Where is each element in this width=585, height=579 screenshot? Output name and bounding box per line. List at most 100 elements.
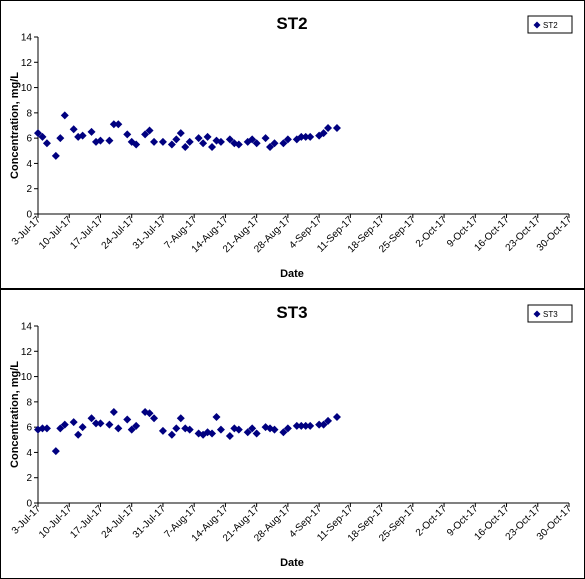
legend-label: ST2 bbox=[543, 21, 558, 30]
data-point bbox=[270, 425, 279, 434]
y-tick-label: 6 bbox=[26, 423, 32, 434]
legend-label: ST3 bbox=[543, 310, 558, 319]
data-point bbox=[74, 430, 83, 439]
data-point bbox=[324, 124, 333, 133]
y-tick-label: 12 bbox=[21, 347, 33, 358]
data-point bbox=[78, 423, 87, 432]
legend: ST2 bbox=[527, 15, 573, 34]
x-tick-label: 24-Jul-17 bbox=[100, 214, 138, 252]
data-point bbox=[56, 424, 65, 433]
data-point bbox=[172, 135, 181, 144]
data-point bbox=[78, 131, 87, 140]
data-point bbox=[248, 135, 257, 144]
legend-marker bbox=[533, 310, 541, 318]
data-point bbox=[283, 424, 292, 433]
data-point bbox=[225, 135, 234, 144]
data-point bbox=[109, 120, 118, 129]
data-point bbox=[306, 421, 315, 430]
x-tick-label: 30-Oct-17 bbox=[535, 503, 575, 543]
data-point bbox=[51, 447, 60, 456]
data-point bbox=[324, 416, 333, 425]
data-point bbox=[266, 142, 275, 151]
data-point bbox=[216, 425, 225, 434]
data-point bbox=[181, 424, 190, 433]
data-point bbox=[301, 421, 310, 430]
chart-panel-st2: ST2 0 2 4 6 8 10 12 14 3-Jul-17 10-Jul-17 17-Jul-17… bbox=[0, 0, 585, 289]
data-point bbox=[60, 111, 69, 120]
data-point bbox=[132, 140, 141, 149]
chart-title: ST3 bbox=[276, 303, 307, 322]
data-point bbox=[243, 428, 252, 437]
data-point bbox=[123, 130, 132, 139]
data-point bbox=[141, 407, 150, 416]
data-point bbox=[194, 134, 203, 143]
x-tick-label: 24-Jul-17 bbox=[100, 503, 138, 541]
y-tick-label: 10 bbox=[21, 83, 33, 94]
x-tick-label: 17-Jul-17 bbox=[68, 503, 106, 541]
legend-box bbox=[527, 15, 573, 34]
data-point bbox=[252, 139, 261, 148]
data-point bbox=[38, 424, 47, 433]
y-tick-label: 0 bbox=[26, 499, 32, 510]
y-tick-label: 14 bbox=[21, 322, 33, 333]
x-tick-label: 10-Jul-17 bbox=[37, 214, 75, 252]
data-point bbox=[297, 421, 306, 430]
data-point bbox=[181, 142, 190, 151]
data-point bbox=[176, 414, 185, 423]
data-point bbox=[123, 415, 132, 424]
y-axis-label: Concentration, mg/L bbox=[9, 72, 21, 179]
data-point bbox=[96, 419, 105, 428]
data-point bbox=[105, 136, 114, 145]
data-point bbox=[208, 429, 217, 438]
x-tick-label: 30-Oct-17 bbox=[535, 214, 575, 254]
data-point bbox=[87, 414, 96, 423]
legend-marker bbox=[533, 21, 541, 29]
data-point bbox=[199, 139, 208, 148]
data-point bbox=[319, 420, 328, 429]
data-point bbox=[306, 132, 315, 141]
data-point bbox=[176, 129, 185, 138]
x-tick-label: 31-Jul-17 bbox=[131, 214, 169, 252]
data-point bbox=[150, 414, 159, 423]
data-point bbox=[212, 413, 221, 422]
data-point bbox=[332, 413, 341, 422]
x-tick-label: 17-Jul-17 bbox=[68, 214, 106, 252]
data-point bbox=[266, 424, 275, 433]
y-tick-label: 2 bbox=[26, 184, 32, 195]
data-point bbox=[114, 424, 123, 433]
x-axis-label: Date bbox=[280, 268, 304, 280]
y-tick-label: 2 bbox=[26, 473, 32, 484]
y-tick-label: 12 bbox=[21, 58, 33, 69]
data-point bbox=[225, 431, 234, 440]
data-point bbox=[332, 124, 341, 133]
data-point bbox=[145, 126, 154, 135]
data-point bbox=[279, 139, 288, 148]
y-tick-label: 8 bbox=[26, 108, 32, 119]
chart-st2-svg: ST2024681012143-Jul-1710-Jul-1717-Jul-17… bbox=[9, 14, 575, 280]
data-point bbox=[150, 137, 159, 146]
data-point bbox=[172, 424, 181, 433]
y-tick-label: 14 bbox=[21, 33, 33, 44]
data-point bbox=[216, 137, 225, 146]
data-point bbox=[270, 139, 279, 148]
data-point bbox=[69, 125, 78, 134]
data-point bbox=[167, 140, 176, 149]
data-point bbox=[297, 132, 306, 141]
data-point bbox=[261, 134, 270, 143]
data-point bbox=[230, 424, 239, 433]
y-axis-label: Concentration, mg/L bbox=[9, 361, 21, 468]
data-point bbox=[208, 142, 217, 151]
data-point bbox=[203, 132, 212, 141]
data-point bbox=[283, 135, 292, 144]
data-point bbox=[234, 140, 243, 149]
data-point bbox=[132, 421, 141, 430]
data-point bbox=[38, 132, 47, 141]
x-axis-label: Date bbox=[280, 557, 304, 569]
y-tick-label: 0 bbox=[26, 210, 32, 221]
data-point bbox=[203, 428, 212, 437]
data-point bbox=[60, 420, 69, 429]
data-point bbox=[141, 130, 150, 139]
y-tick-label: 6 bbox=[26, 134, 32, 145]
data-point bbox=[158, 426, 167, 435]
data-point bbox=[87, 127, 96, 136]
